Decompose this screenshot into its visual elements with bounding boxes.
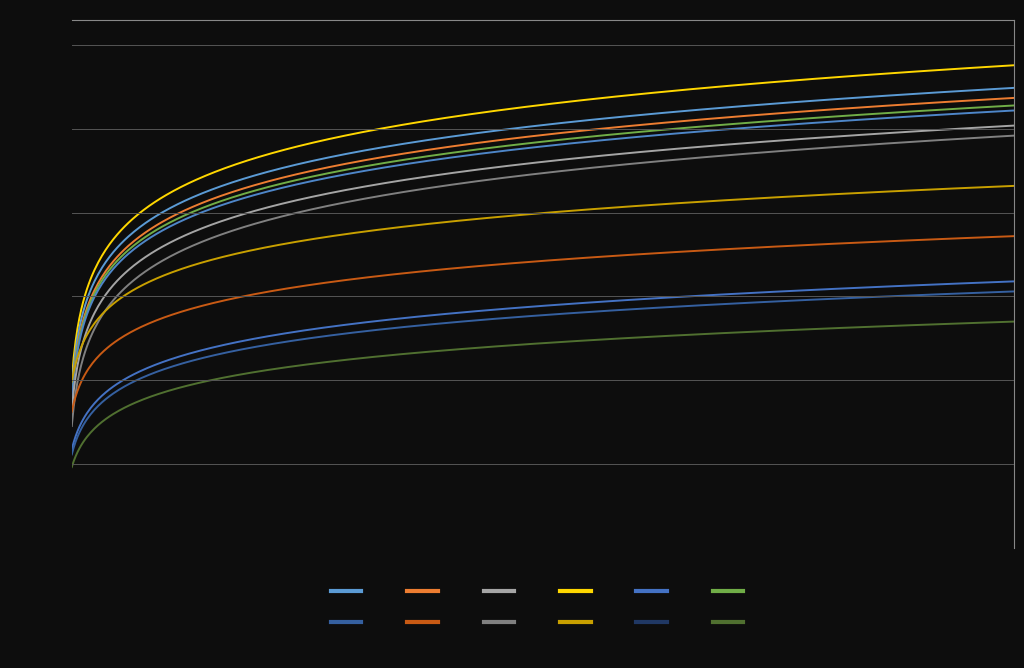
Legend: , , , , , : , , , , , bbox=[331, 617, 755, 631]
